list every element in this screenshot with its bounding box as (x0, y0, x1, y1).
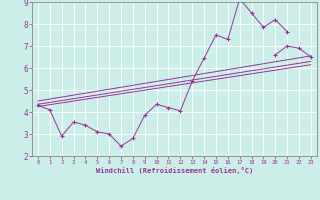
X-axis label: Windchill (Refroidissement éolien,°C): Windchill (Refroidissement éolien,°C) (96, 167, 253, 174)
